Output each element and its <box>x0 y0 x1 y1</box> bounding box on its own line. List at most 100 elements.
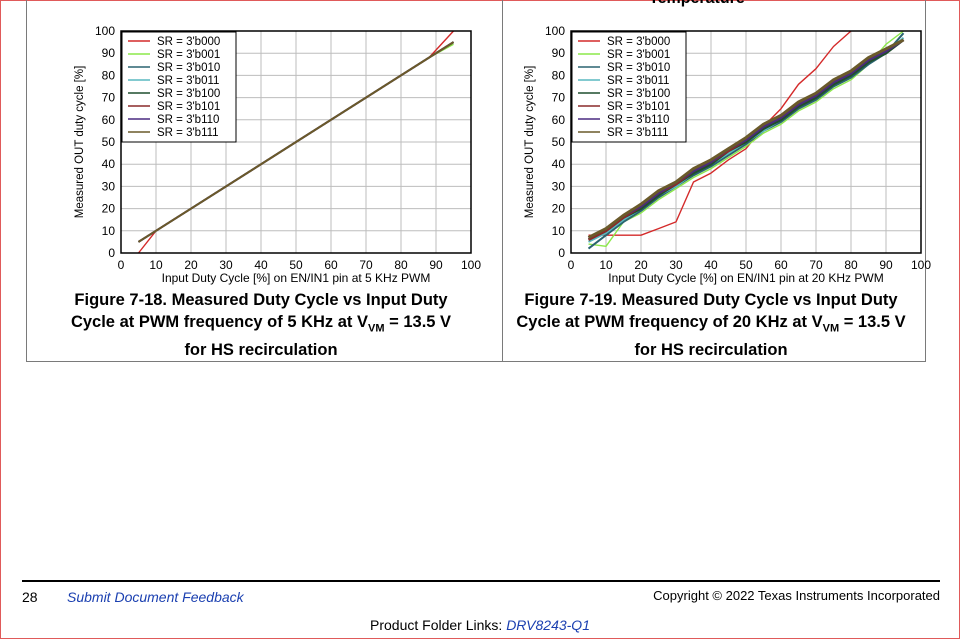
legend-label: SR = 3'b001 <box>607 49 670 61</box>
y-tick-label: 90 <box>102 46 116 60</box>
caption-right-line2: Cycle at PWM frequency of 20 KHz at VVM … <box>491 311 931 339</box>
y-tick-label: 30 <box>552 179 566 193</box>
caption-left-line2: Cycle at PWM frequency of 5 KHz at VVM =… <box>41 311 481 339</box>
x-axis-label: Input Duty Cycle [%] on EN/IN1 pin at 20… <box>608 271 883 285</box>
y-tick-label: 10 <box>102 224 116 238</box>
y-tick-label: 100 <box>95 24 115 38</box>
caption-right-line3: for HS recirculation <box>634 341 788 360</box>
caption-right-line2-pre: Cycle at PWM frequency of 20 KHz at V <box>516 313 823 331</box>
y-axis-label: Measured OUT duty cycle [%] <box>524 66 536 219</box>
y-tick-label: 20 <box>102 202 116 216</box>
legend-label: SR = 3'b100 <box>607 88 670 100</box>
submit-feedback-link[interactable]: Submit Document Feedback <box>67 589 244 605</box>
legend-label: SR = 3'b011 <box>157 75 219 87</box>
series-line <box>588 30 904 248</box>
y-tick-label: 90 <box>552 46 566 60</box>
x-tick-label: 0 <box>568 258 575 272</box>
chart-left: 0 10 20 30 40 50 60 70 80 90 100 0 10 20 30 40 50 60 70 80 9… <box>74 24 481 285</box>
caption-right: Figure 7-19. Measured Duty Cycle vs Inpu… <box>491 289 931 361</box>
caption-left-line1: Figure 7-18. Measured Duty Cycle vs Inpu… <box>74 291 448 309</box>
caption-right-line2-post: = 13.5 V <box>839 313 906 331</box>
legend-label: SR = 3'b010 <box>607 62 670 74</box>
product-folder-link[interactable]: DRV8243-Q1 <box>506 617 590 633</box>
legend-label: SR = 3'b001 <box>157 49 220 61</box>
legend-label: SR = 3'b100 <box>157 88 220 100</box>
x-tick-label: 30 <box>219 258 233 272</box>
caption-left: Figure 7-18. Measured Duty Cycle vs Inpu… <box>41 289 481 361</box>
plot-frame <box>570 30 922 254</box>
legend-label: SR = 3'b011 <box>607 75 669 87</box>
x-axis-label: Input Duty Cycle [%] on EN/IN1 pin at 5 … <box>162 271 431 285</box>
legend-label: SR = 3'b010 <box>157 62 220 74</box>
y-tick-label: 70 <box>102 91 116 105</box>
x-tick-label: 40 <box>254 258 268 272</box>
x-tick-label: 100 <box>911 258 931 272</box>
legend-label: SR = 3'b000 <box>157 36 220 48</box>
caption-left-line2-sub: VM <box>368 322 385 335</box>
x-tick-label: 20 <box>184 258 198 272</box>
caption-left-line3: for HS recirculation <box>184 341 338 360</box>
x-tick-label: 90 <box>879 258 893 272</box>
caption-left-line2-post: = 13.5 V <box>384 313 452 331</box>
caption-left-line2-pre: Cycle at PWM frequency of 5 KHz at V <box>70 313 369 331</box>
y-tick-label: 60 <box>102 113 116 127</box>
x-tick-label: 50 <box>739 258 753 272</box>
x-tick-label: 30 <box>669 258 683 272</box>
legend-label: SR = 3'b110 <box>607 114 669 126</box>
y-tick-label: 80 <box>102 68 116 82</box>
y-tick-label: 50 <box>552 135 566 149</box>
y-tick-label: 60 <box>552 113 566 127</box>
figure-divider <box>502 0 503 361</box>
legend-label: SR = 3'b101 <box>607 101 670 113</box>
x-tick-label: 70 <box>359 258 373 272</box>
y-tick-label: 70 <box>552 91 566 105</box>
y-tick-label: 0 <box>558 246 565 260</box>
series-line <box>587 38 905 239</box>
x-tick-label: 90 <box>429 258 443 272</box>
x-tick-label: 10 <box>149 258 163 272</box>
series-line <box>587 32 905 250</box>
y-tick-label: 10 <box>552 224 566 238</box>
series-line <box>588 30 852 236</box>
plot-frame <box>120 30 472 254</box>
legend-box <box>121 31 237 143</box>
chart-right: 0 10 20 30 40 50 60 70 80 90 100 0 10 20 30 40 50 60 70 80 9… <box>524 24 931 285</box>
x-tick-label: 10 <box>599 258 613 272</box>
x-tick-label: 80 <box>844 258 858 272</box>
copyright-text: Copyright © 2022 Texas Instruments Incor… <box>653 588 940 603</box>
x-tick-label: 60 <box>324 258 338 272</box>
y-tick-label: 0 <box>108 246 115 260</box>
product-folder-links: Product Folder Links: DRV8243-Q1 <box>0 617 960 633</box>
page-number: 28 <box>22 589 38 605</box>
product-folder-links-label: Product Folder Links: <box>370 617 503 633</box>
figure-table: Temperature 0102030405060708090100010203… <box>26 0 931 362</box>
y-axis-label: Measured OUT duty cycle [%] <box>74 66 86 219</box>
x-tick-label: 80 <box>394 258 408 272</box>
legend-box <box>571 31 687 143</box>
x-tick-label: 50 <box>289 258 303 272</box>
x-tick-label: 20 <box>634 258 648 272</box>
x-tick-label: 70 <box>809 258 823 272</box>
series-line <box>137 41 455 243</box>
y-tick-label: 80 <box>552 68 566 82</box>
legend-label: SR = 3'b111 <box>607 127 669 139</box>
legend-label: SR = 3'b110 <box>157 114 219 126</box>
y-tick-label: 40 <box>552 157 566 171</box>
x-tick-label: 40 <box>704 258 718 272</box>
series-line <box>587 38 905 239</box>
x-tick-label: 0 <box>118 258 125 272</box>
footer-rule <box>22 580 940 582</box>
y-tick-label: 20 <box>552 202 566 216</box>
caption-right-line1: Figure 7-19. Measured Duty Cycle vs Inpu… <box>524 291 898 309</box>
y-tick-label: 100 <box>545 24 565 38</box>
x-tick-label: 100 <box>461 258 481 272</box>
x-tick-label: 60 <box>774 258 788 272</box>
caption-right-line2-sub: VM <box>822 322 840 335</box>
y-tick-label: 40 <box>102 157 116 171</box>
legend-label: SR = 3'b101 <box>157 101 220 113</box>
y-tick-label: 30 <box>102 179 116 193</box>
right-top-title-fragment: Temperature <box>649 0 745 8</box>
legend-label: SR = 3'b111 <box>157 127 219 139</box>
series-line <box>587 38 905 241</box>
y-tick-label: 50 <box>102 135 116 149</box>
